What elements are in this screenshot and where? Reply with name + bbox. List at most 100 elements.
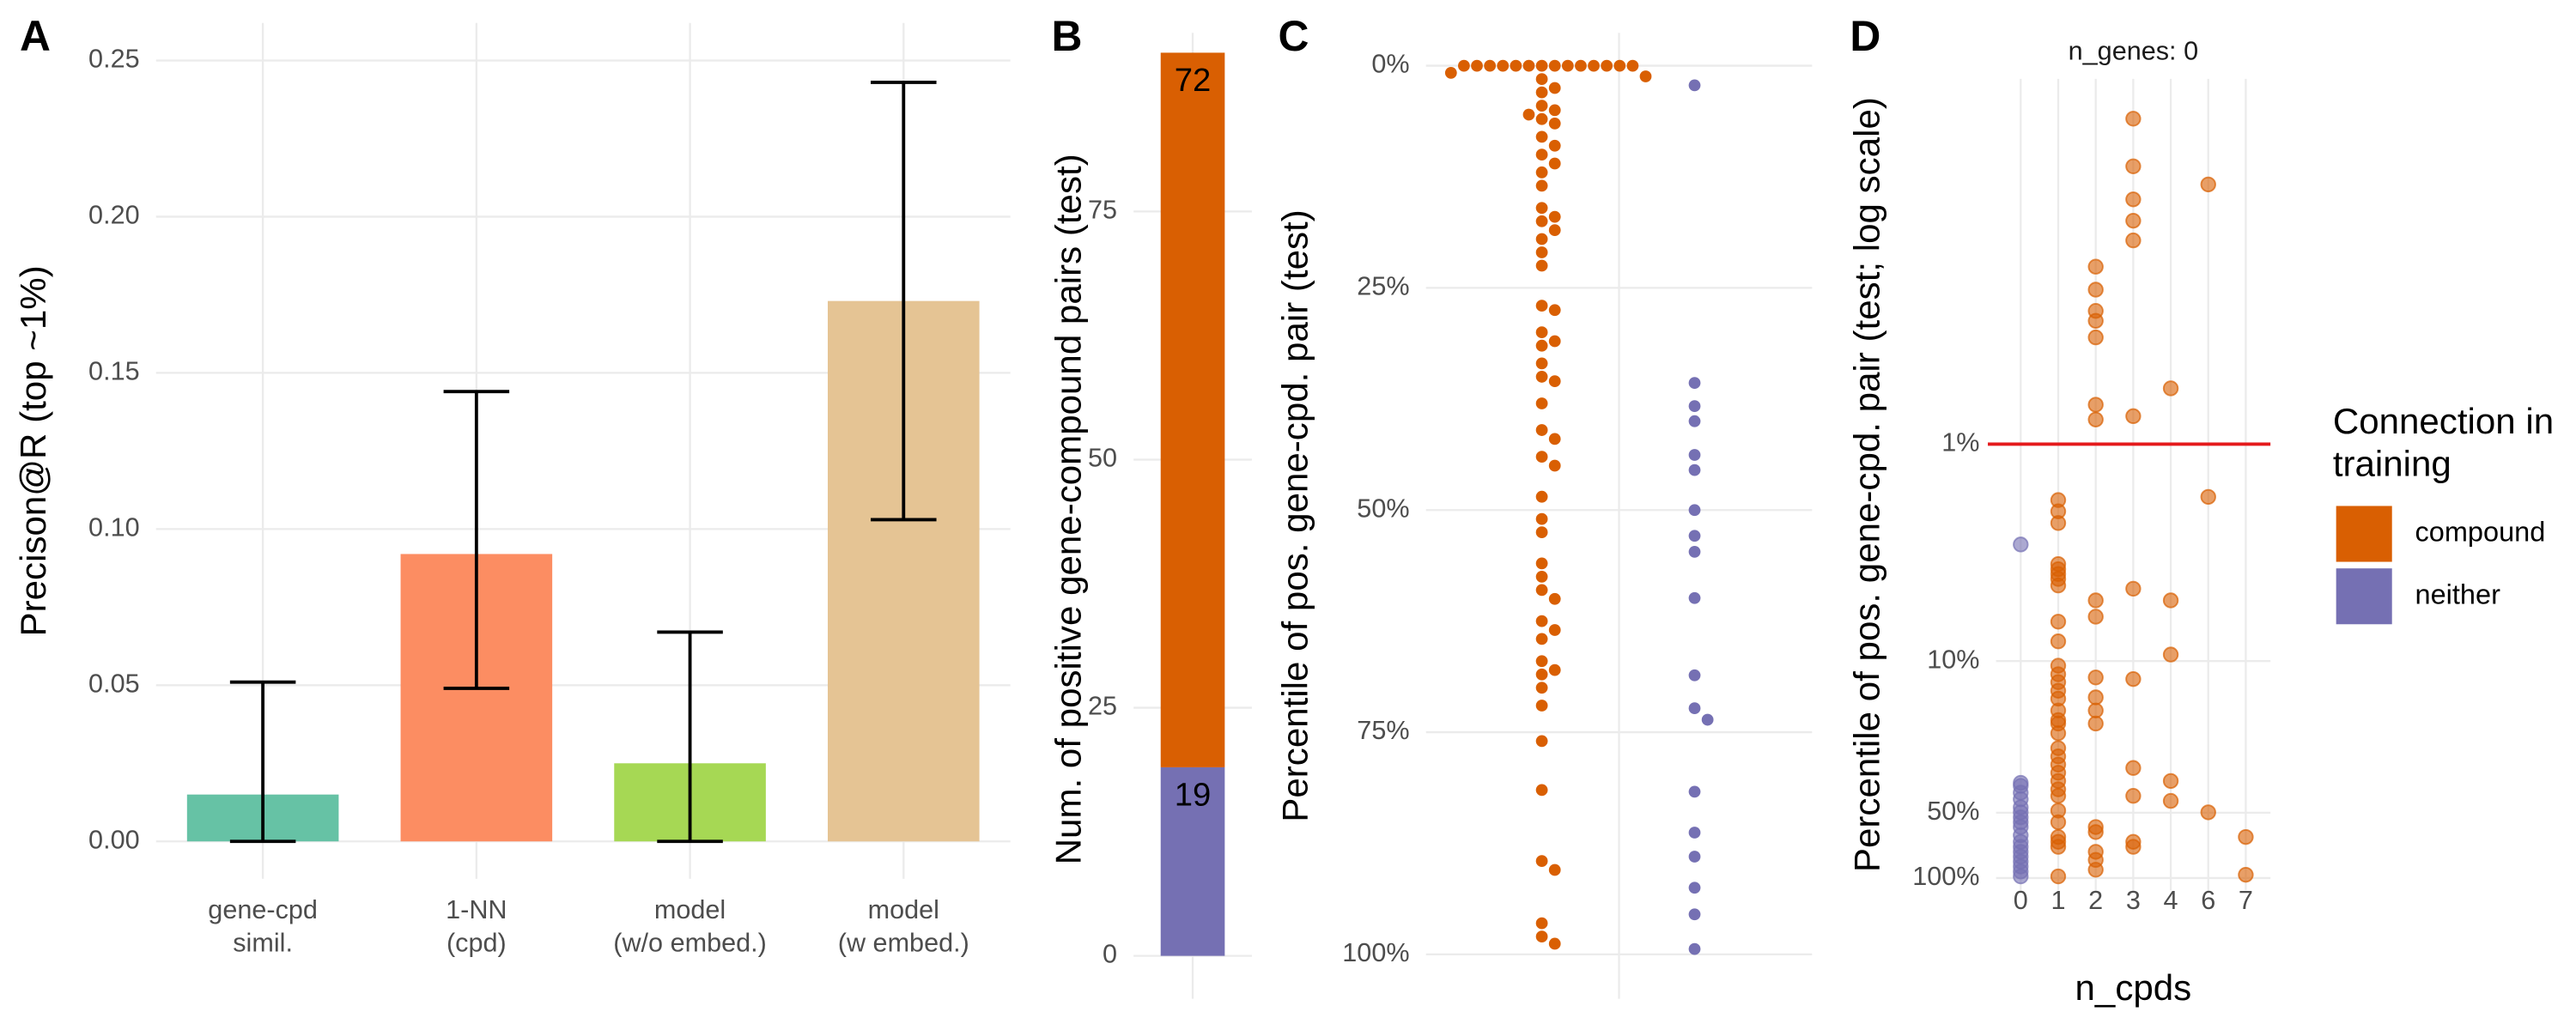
point (1444, 66, 1457, 79)
point (1522, 59, 1535, 72)
point (1484, 59, 1497, 72)
y-tick-label: 0.20 (88, 201, 140, 230)
point (1535, 259, 1548, 272)
x-tick-label: 1-NN (cpd) (446, 895, 507, 957)
point (1535, 512, 1548, 525)
point (1688, 400, 1701, 412)
point (2087, 609, 2104, 625)
point (1548, 104, 1561, 117)
point (1548, 459, 1561, 472)
point (1688, 79, 1701, 92)
point (1535, 215, 1548, 227)
point (1471, 59, 1483, 72)
point (1688, 530, 1701, 542)
point (1535, 73, 1548, 86)
point (1548, 117, 1561, 130)
point (1458, 59, 1470, 72)
point (2125, 670, 2142, 688)
point (1688, 908, 1701, 921)
point (1535, 326, 1548, 339)
point (1548, 937, 1561, 950)
point (2125, 408, 2142, 425)
y-tick-label: 10% (1927, 645, 1979, 674)
point (2087, 824, 2104, 840)
point (2200, 176, 2216, 193)
point (2125, 111, 2142, 127)
point (2050, 633, 2067, 650)
y-tick-label: 50% (1927, 797, 1979, 826)
point (2125, 580, 2142, 597)
point (1688, 449, 1701, 461)
point (2125, 839, 2142, 855)
point (2125, 760, 2142, 776)
point (1535, 148, 1548, 161)
point (1510, 59, 1522, 72)
y-tick-label: 1% (1941, 428, 1979, 457)
point (1548, 863, 1561, 876)
point (2050, 614, 2067, 630)
point (1548, 663, 1561, 676)
point (1535, 59, 1548, 72)
point (1688, 415, 1701, 427)
y-axis-title: Precison@R (top ~1%) (13, 265, 53, 636)
point (1535, 451, 1548, 464)
point (1535, 784, 1548, 797)
point (1535, 300, 1548, 312)
point (1548, 224, 1561, 237)
point (1535, 424, 1548, 436)
point (2050, 515, 2067, 531)
y-tick-label: 100% (1342, 938, 1409, 967)
point (1535, 490, 1548, 503)
legend-swatch (2336, 506, 2392, 562)
point (1688, 702, 1701, 714)
point (2087, 670, 2104, 686)
point (2162, 792, 2179, 809)
point (1548, 592, 1561, 605)
y-tick-label: 0.05 (88, 669, 140, 698)
y-tick-label: 0 (1103, 940, 1117, 969)
point (1588, 59, 1600, 72)
point (1535, 202, 1548, 215)
point (1535, 526, 1548, 538)
point (1535, 86, 1548, 99)
point (1535, 233, 1548, 245)
point (1535, 246, 1548, 258)
point (2125, 788, 2142, 804)
point (2050, 814, 2067, 831)
point (2162, 646, 2179, 663)
point (2087, 715, 2104, 732)
point (2238, 866, 2254, 883)
point (1575, 59, 1587, 72)
y-tick-label: 75 (1088, 196, 1117, 225)
x-tick-label: 3 (2126, 886, 2141, 915)
y-axis-title: Percentile of pos. gene-cpd. pair (test) (1275, 209, 1315, 821)
legend-label: compound (2415, 517, 2546, 548)
point (1548, 59, 1561, 72)
facet-title: n_genes: 0 (2069, 36, 2198, 65)
point (2087, 862, 2104, 878)
point (2050, 725, 2067, 742)
point (1561, 59, 1574, 72)
point (1548, 304, 1561, 317)
panel-letter: C (1279, 12, 1309, 60)
point (1535, 615, 1548, 627)
x-tick-label: 1 (2050, 886, 2065, 915)
point (1535, 112, 1548, 125)
point (1535, 570, 1548, 583)
point (1535, 668, 1548, 681)
x-tick-label: model (w embed.) (838, 895, 969, 957)
point (1688, 545, 1701, 558)
legend-title: Connection in (2333, 401, 2554, 441)
point (2200, 488, 2216, 506)
y-tick-label: 0.00 (88, 825, 140, 854)
point (1548, 433, 1561, 445)
legend-title: training (2333, 444, 2451, 484)
point (2087, 592, 2104, 609)
point (2087, 329, 2104, 346)
point (2125, 212, 2142, 229)
point (2013, 536, 2029, 553)
point (2087, 702, 2104, 718)
point (1626, 59, 1639, 72)
point (1688, 851, 1701, 863)
